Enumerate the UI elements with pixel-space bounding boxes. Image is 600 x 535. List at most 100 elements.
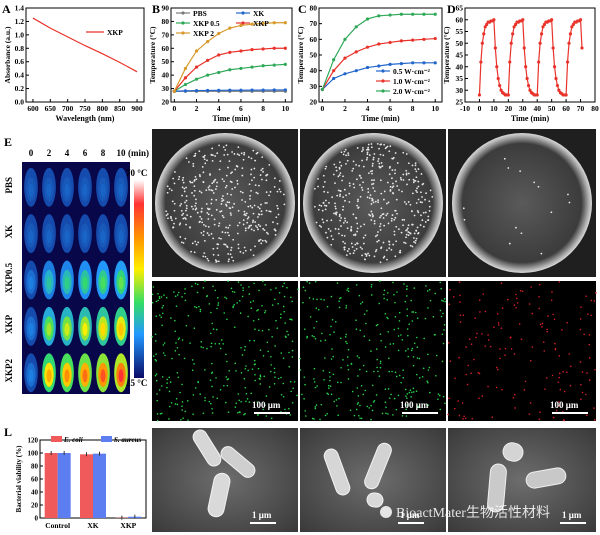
fluorescent-cell: [196, 283, 199, 286]
fluorescent-cell: [289, 380, 292, 383]
data-point-d: [493, 46, 497, 50]
colony: [221, 200, 223, 202]
colony: [191, 242, 194, 245]
data-point-b: [183, 89, 188, 93]
fluorescent-cell: [166, 382, 168, 384]
colony: [390, 248, 393, 251]
fluorescent-cell: [337, 414, 339, 417]
fluorescent-cell: [500, 282, 503, 284]
thermal-tube-hotspot: [64, 322, 70, 336]
y-tick-label-b: 20: [162, 98, 170, 107]
fluorescent-cell: [321, 332, 323, 335]
colony: [239, 250, 242, 253]
data-point-b: [172, 89, 176, 93]
fluorescent-cell: [495, 366, 498, 369]
fluorescent-cell: [233, 291, 236, 293]
fluorescent-cell: [514, 393, 516, 396]
colony: [375, 249, 378, 251]
colony: [181, 186, 184, 189]
colony: [273, 186, 276, 188]
colony: [201, 207, 203, 210]
fluorescent-cell: [223, 312, 226, 314]
data-point-b: [239, 23, 243, 28]
fluorescent-cell: [580, 383, 582, 386]
x-tick-label-d: 40: [533, 104, 541, 113]
fluorescent-cell: [330, 325, 332, 328]
legend-marker-c: [381, 89, 385, 93]
data-point-c: [411, 61, 415, 65]
colony: [207, 208, 210, 211]
data-point-d: [521, 18, 525, 22]
colony: [221, 214, 224, 217]
fluorescent-cell: [304, 383, 306, 386]
fluorescent-cell: [434, 292, 436, 295]
fluorescent-cell: [214, 289, 217, 292]
thermal-tube-hotspot: [46, 369, 52, 383]
colony: [202, 155, 205, 158]
colony: [370, 146, 373, 149]
fluorescent-cell: [303, 328, 306, 330]
colony: [370, 210, 373, 213]
colony: [352, 167, 355, 170]
colony: [237, 247, 240, 250]
colony: [247, 216, 250, 219]
fluorescent-cell: [423, 337, 425, 340]
colony: [327, 228, 330, 230]
fluorescent-cell: [225, 353, 227, 356]
fluorescent-cell: [191, 359, 194, 361]
data-point-b: [206, 88, 210, 93]
colony: [220, 203, 223, 205]
fluorescent-cell: [448, 303, 451, 306]
colony: [338, 167, 341, 170]
fluorescent-cell: [180, 418, 182, 421]
fluorescent-cell: [336, 381, 339, 384]
colony: [235, 165, 238, 167]
fluorescent-cell: [162, 304, 164, 307]
y-tick-label-a: 1.2: [15, 17, 25, 26]
colony: [324, 167, 327, 170]
fluorescent-cell: [497, 322, 500, 324]
colony: [195, 178, 198, 181]
colony: [403, 201, 406, 203]
fluorescent-cell: [244, 386, 247, 389]
fluorescent-cell: [360, 417, 363, 420]
fluorescent-cell: [338, 300, 340, 302]
colony: [347, 152, 350, 155]
y-tick-label-d: 50: [456, 39, 464, 48]
colony: [213, 180, 215, 182]
fluorescent-cell: [314, 280, 317, 283]
data-point-d: [550, 18, 554, 22]
fluorescent-cell: [314, 337, 317, 340]
data-point-d: [565, 60, 570, 64]
x-tick-label-d: 30: [519, 104, 527, 113]
colony: [211, 159, 214, 162]
colony: [194, 204, 196, 207]
fluorescent-cell: [393, 294, 395, 296]
fluorescent-cell: [395, 375, 398, 378]
fluorescent-cell: [414, 311, 417, 314]
fluorescent-cell: [181, 405, 183, 407]
colony: [225, 184, 228, 187]
fluorescent-cell: [462, 417, 464, 420]
colony: [357, 198, 359, 201]
colony: [212, 253, 215, 256]
fluorescent-cell: [478, 372, 481, 375]
x-tick-label-d: 10: [490, 104, 498, 113]
fluorescent-cell: [316, 385, 318, 387]
colony: [402, 151, 405, 154]
thermal-row-label: XKP0.5: [4, 262, 14, 293]
fluorescent-cell: [320, 340, 322, 342]
fluorescent-cell: [175, 342, 177, 344]
fluorescent-cell: [581, 391, 584, 394]
colony: [249, 194, 251, 197]
data-point-d: [482, 32, 486, 36]
colony: [393, 233, 396, 236]
series-line-d: [478, 18, 583, 96]
colony: [200, 191, 203, 194]
fluorescent-cell: [425, 285, 427, 287]
fluorescent-cell: [482, 293, 485, 295]
fluorescent-cell: [331, 348, 333, 350]
colony: [317, 177, 319, 180]
colony: [376, 240, 379, 243]
colony: [394, 255, 397, 258]
